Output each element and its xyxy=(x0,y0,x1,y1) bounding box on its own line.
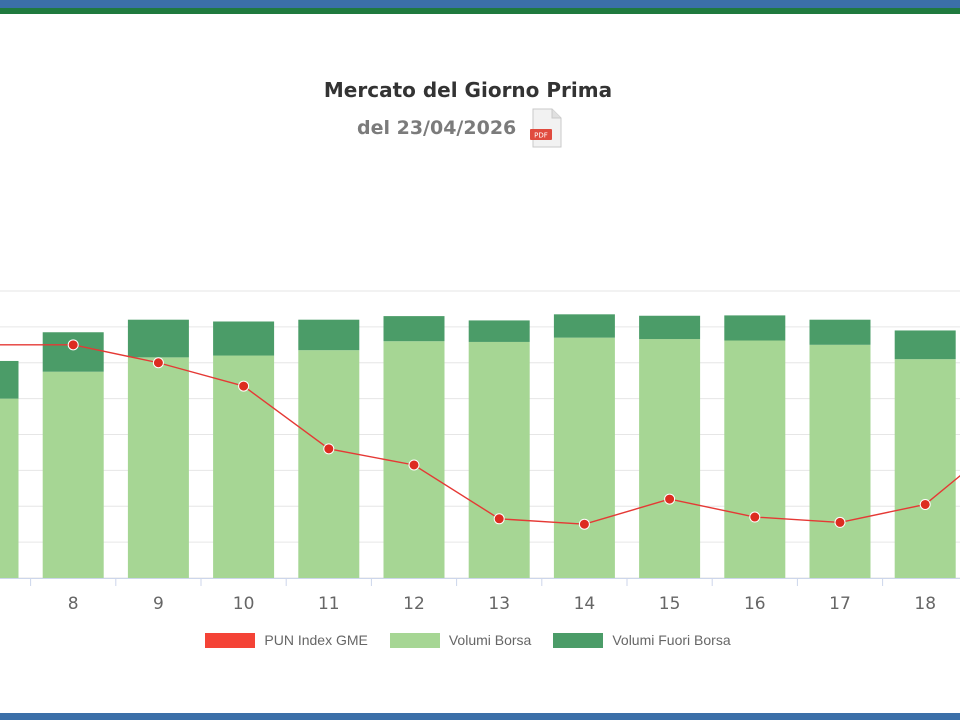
pun-point xyxy=(749,511,761,523)
x-tick-label: 17 xyxy=(829,594,851,614)
x-tick-label: 11 xyxy=(318,594,340,614)
bar-volumi-fuori-borsa xyxy=(0,360,19,399)
bar-volumi-borsa xyxy=(42,371,104,578)
bar-volumi-fuori-borsa xyxy=(894,330,956,360)
x-tick-label: 9 xyxy=(153,594,164,614)
top-accent-bar xyxy=(0,0,960,8)
x-tick-label: 12 xyxy=(403,594,425,614)
bar-volumi-borsa xyxy=(809,344,871,578)
pun-point xyxy=(493,513,505,525)
bar-volumi-fuori-borsa xyxy=(213,321,275,356)
pun-point xyxy=(408,459,420,471)
pun-point xyxy=(664,493,676,505)
green-accent-bar xyxy=(0,8,960,14)
bar-volumi-borsa xyxy=(724,340,786,578)
chart-subtitle: del 23/04/2026 xyxy=(357,117,517,139)
bar-volumi-borsa xyxy=(894,359,956,578)
pun-point xyxy=(323,443,335,455)
pdf-file-icon[interactable]: PDF xyxy=(530,108,564,148)
bar-volumi-borsa xyxy=(0,398,19,578)
legend-item-volumi-borsa[interactable]: Volumi Borsa xyxy=(389,632,532,648)
legend-item-pun[interactable]: PUN Index GME xyxy=(205,632,368,648)
legend-swatch-pun xyxy=(205,632,256,648)
x-tick-label: 8 xyxy=(68,594,79,614)
bar-volumi-fuori-borsa xyxy=(724,315,786,341)
bar-volumi-borsa xyxy=(213,355,275,578)
bar-volumi-fuori-borsa xyxy=(553,314,615,338)
pun-point xyxy=(578,518,590,530)
legend-label-volumi-borsa: Volumi Borsa xyxy=(448,632,532,648)
chart-subtitle-row: del 23/04/2026 PDF xyxy=(357,108,564,148)
bar-volumi-fuori-borsa xyxy=(639,315,701,340)
bar-volumi-fuori-borsa xyxy=(383,316,445,342)
bar-volumi-borsa xyxy=(298,350,360,578)
bar-volumi-fuori-borsa xyxy=(127,319,189,358)
chart-legend: PUN Index GME Volumi Borsa Volumi Fuori … xyxy=(0,628,936,652)
x-tick-label: 14 xyxy=(574,594,596,614)
bar-volumi-borsa xyxy=(127,357,189,578)
x-tick-label: 13 xyxy=(488,594,510,614)
chart-title: Mercato del Giorno Prima xyxy=(323,78,613,102)
legend-label-pun: PUN Index GME xyxy=(264,632,368,648)
legend-swatch-volumi-fuori-borsa xyxy=(553,632,604,648)
bar-volumi-fuori-borsa xyxy=(468,320,530,342)
x-tick-label: 16 xyxy=(744,594,766,614)
legend-item-volumi-fuori-borsa[interactable]: Volumi Fuori Borsa xyxy=(553,632,731,648)
x-tick-label: 15 xyxy=(659,594,681,614)
legend-label-volumi-fuori-borsa: Volumi Fuori Borsa xyxy=(612,632,731,648)
pun-point xyxy=(834,516,846,528)
pun-point xyxy=(67,339,79,351)
pun-point xyxy=(152,357,164,369)
x-tick-label: 18 xyxy=(914,594,936,614)
x-tick-label: 10 xyxy=(233,594,255,614)
legend-swatch-volumi-borsa xyxy=(389,632,440,648)
bar-volumi-borsa xyxy=(639,339,701,578)
bar-volumi-fuori-borsa xyxy=(298,319,360,351)
bar-volumi-fuori-borsa xyxy=(42,332,104,372)
bottom-accent-bar xyxy=(0,713,960,720)
pun-point xyxy=(919,498,931,510)
pun-point xyxy=(238,380,250,392)
pdf-badge-label: PDF xyxy=(534,132,548,140)
bar-volumi-borsa xyxy=(553,337,615,578)
bar-volumi-borsa xyxy=(468,341,530,578)
bar-volumi-fuori-borsa xyxy=(809,319,871,345)
